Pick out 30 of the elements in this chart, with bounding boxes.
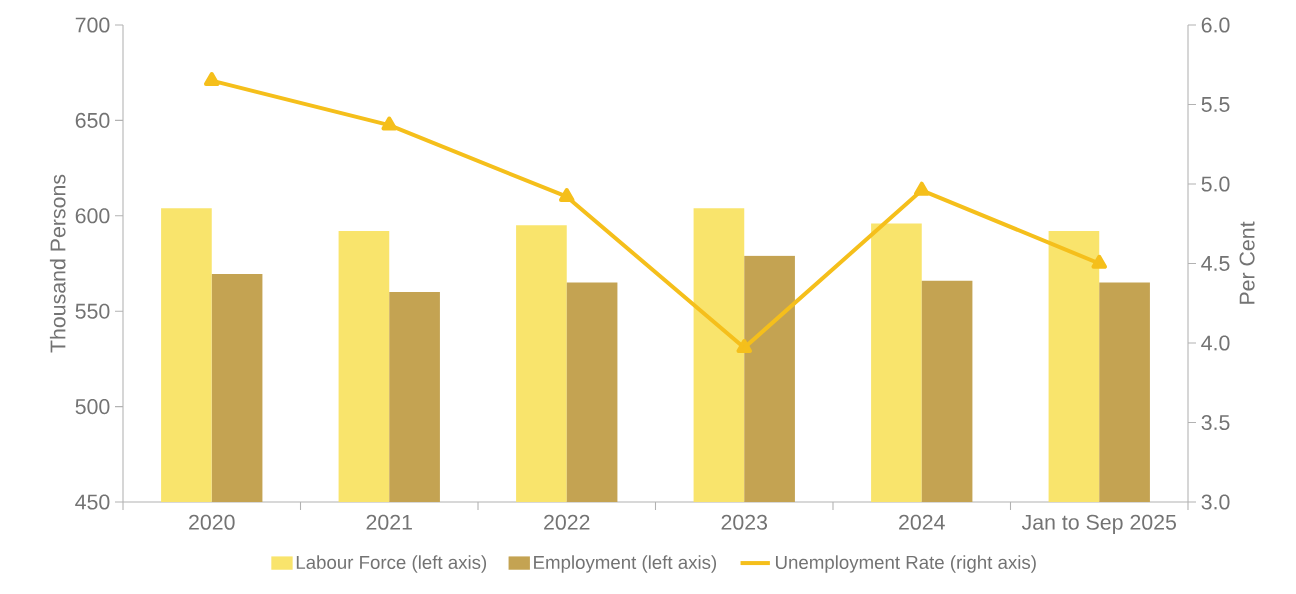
y-tick-label: 550 <box>75 303 110 319</box>
x-tick-label: 2021 <box>366 514 412 530</box>
x-tick-label: 2023 <box>721 514 768 530</box>
y-tick-label: 700 <box>75 17 110 33</box>
point <box>736 339 753 354</box>
point <box>913 181 930 196</box>
y2-tick-label: 3.0 <box>1201 494 1230 510</box>
point <box>1091 254 1108 269</box>
y2-tick-label: 3.5 <box>1201 414 1230 431</box>
legend-label: Labour Force (left axis) <box>296 555 487 573</box>
y2-tick-label: 4.0 <box>1201 335 1230 351</box>
x-tick-label: 2022 <box>544 514 590 530</box>
y2-tick-label: 5.5 <box>1201 97 1230 112</box>
x-tick-label: 2024 <box>899 514 945 530</box>
point <box>203 71 220 86</box>
legend-label: Unemployment Rate (right axis) <box>775 555 1036 573</box>
y2-tick-label: 4.5 <box>1201 256 1230 271</box>
y-tick-label: 450 <box>75 494 110 510</box>
x-tick-label: 2020 <box>189 514 235 530</box>
y2-tick-label: 6.0 <box>1201 17 1230 33</box>
y-tick-label: 600 <box>75 208 110 224</box>
y2-axis-title: Per Cent <box>1239 221 1255 304</box>
y-axis-title: Thousand Persons <box>49 174 66 353</box>
point <box>558 188 575 203</box>
y2-tick-label: 5.0 <box>1201 176 1230 192</box>
legend-label: Employment (left axis) <box>534 555 717 573</box>
y-tick-label: 650 <box>75 112 110 128</box>
point <box>381 116 398 131</box>
x-tick-label: Jan to Sep 2025 <box>1021 514 1176 535</box>
y-tick-label: 500 <box>75 399 110 415</box>
